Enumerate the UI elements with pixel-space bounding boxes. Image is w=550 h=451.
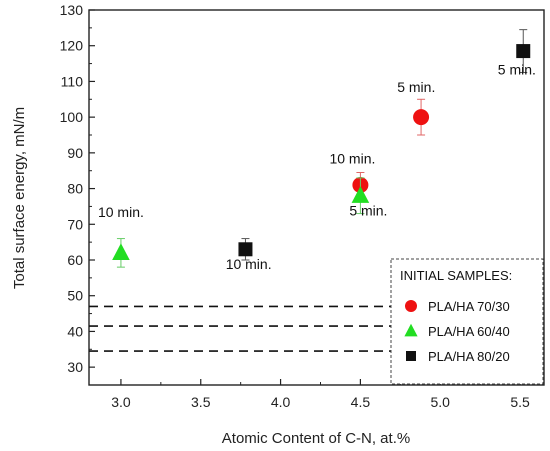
legend-title: INITIAL SAMPLES: <box>400 268 512 283</box>
legend-marker <box>405 300 417 312</box>
x-axis-title: Atomic Content of C-N, at.% <box>222 430 410 447</box>
legend-label: PLA/HA 70/30 <box>428 299 510 314</box>
y-tick-label: 110 <box>61 73 84 89</box>
x-tick-label: 5.5 <box>510 394 530 410</box>
y-tick-label: 90 <box>67 145 83 161</box>
data-point <box>112 243 130 261</box>
plot-frame <box>88 9 545 386</box>
y-tick-label: 40 <box>67 323 83 339</box>
data-points <box>112 29 531 268</box>
y-axis-title: Total surface energy, mN/m <box>11 107 28 289</box>
legend-box <box>390 258 544 385</box>
y-tick-label: 130 <box>60 2 84 18</box>
annotation-label: 10 min. <box>329 151 375 167</box>
y-tick-label: 50 <box>67 288 83 304</box>
data-point <box>238 242 253 257</box>
x-tick-label: 4.5 <box>351 394 371 410</box>
reference-lines <box>89 305 391 352</box>
y-tick-label: 120 <box>60 38 84 54</box>
legend-marker <box>404 323 418 337</box>
y-tick-label: 100 <box>60 109 84 125</box>
data-point <box>351 186 370 203</box>
legend: INITIAL SAMPLES: PLA/HA 70/30 PLA/HA 60/4… <box>390 258 544 385</box>
y-tick-label: 30 <box>67 359 83 375</box>
data-point <box>516 44 531 59</box>
annotation-label: 5 min. <box>498 61 536 77</box>
x-tick-label: 5.0 <box>430 394 450 410</box>
x-tick-label: 3.5 <box>191 394 211 410</box>
annotation-label: 5 min. <box>397 79 435 95</box>
annotations: 10 min. 10 min. 10 min. 5 min. 5 min. 5 min. <box>98 61 536 272</box>
y-tick-label: 80 <box>67 181 83 197</box>
y-tick-label: 70 <box>67 216 83 232</box>
y-tick-label: 60 <box>67 252 83 268</box>
annotation-label: 10 min. <box>226 256 272 272</box>
data-point <box>413 109 430 126</box>
x-tick-label: 4.0 <box>271 394 291 410</box>
y-axis: 30 40 50 60 70 80 90 100 110 120 130 <box>60 2 95 375</box>
legend-label: PLA/HA 60/40 <box>428 324 510 339</box>
legend-label: PLA/HA 80/20 <box>428 349 510 364</box>
annotation-label: 5 min. <box>349 202 387 218</box>
x-tick-label: 3.0 <box>111 394 131 410</box>
legend-marker <box>406 351 416 361</box>
annotation-label: 10 min. <box>98 204 144 220</box>
